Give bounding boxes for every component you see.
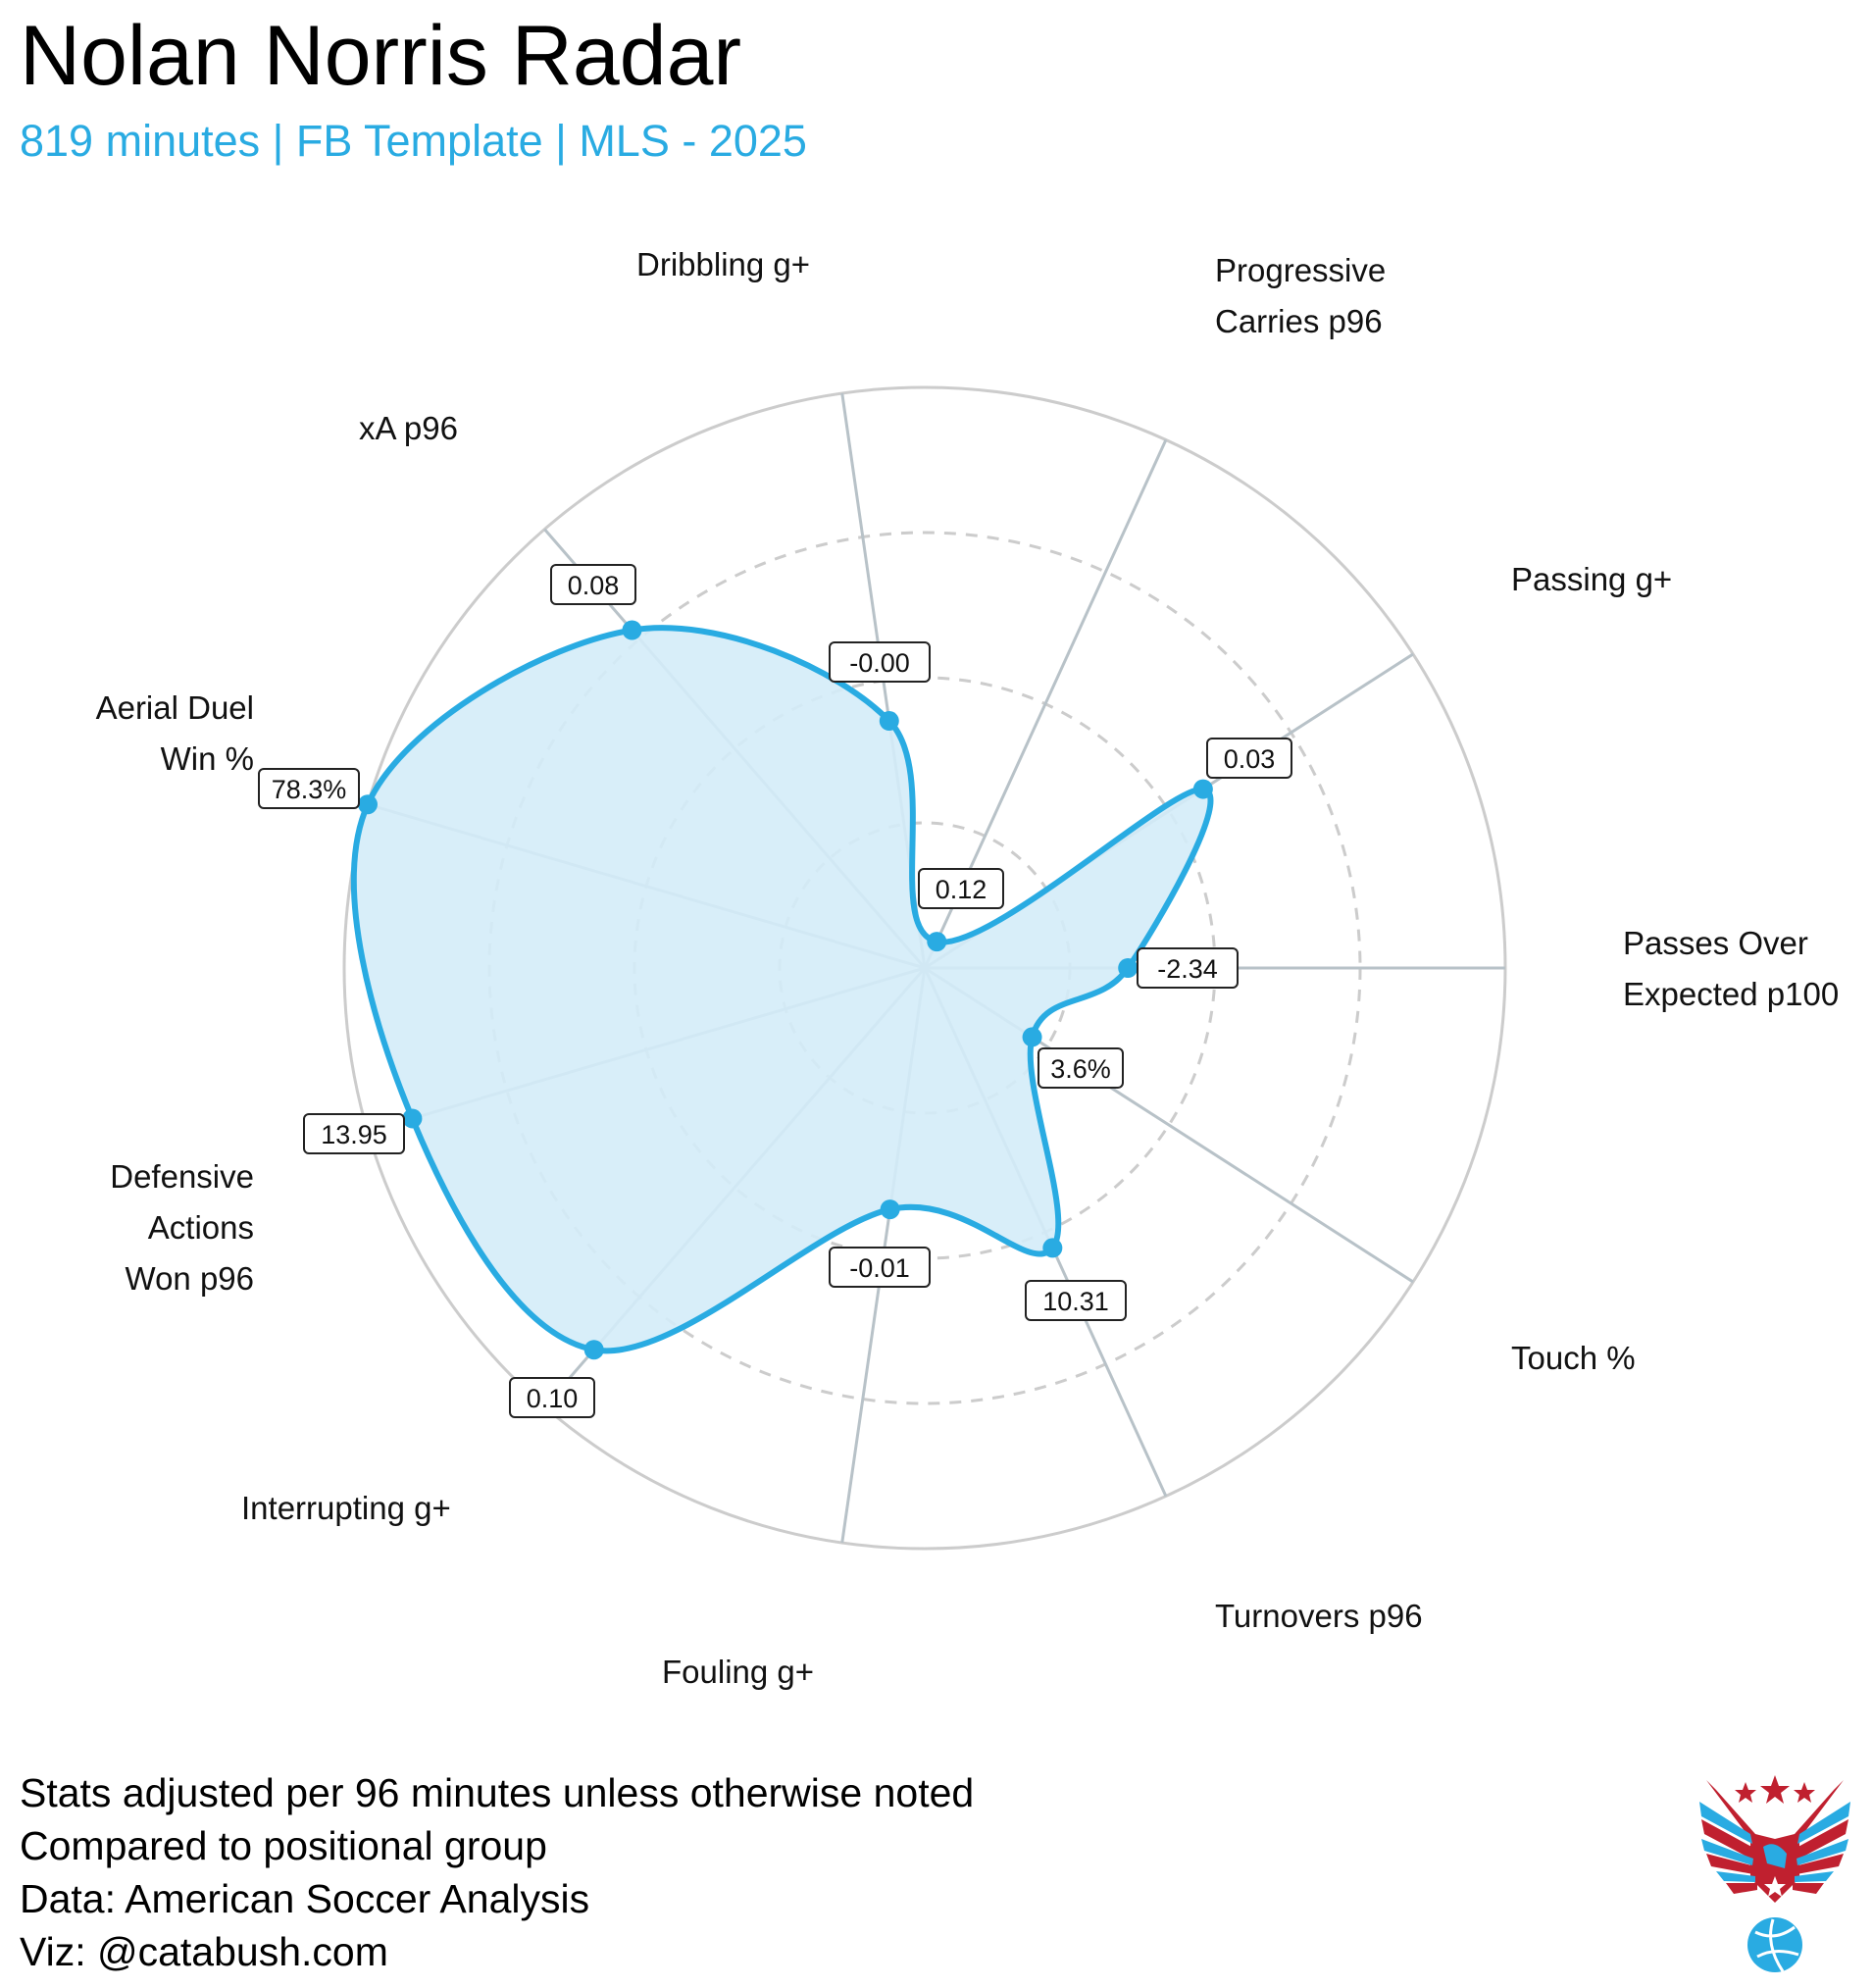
- value-label-box: [829, 641, 931, 683]
- axis-label: Defensive: [110, 1158, 254, 1195]
- value-label-box: [550, 564, 636, 605]
- value-label: 13.95: [321, 1120, 387, 1149]
- axis-label: Carries p96: [1215, 303, 1383, 339]
- footer-note-2: Compared to positional group: [20, 1823, 547, 1868]
- axis-label: Interrupting g+: [241, 1490, 451, 1526]
- axis-label: Expected p100: [1623, 976, 1839, 1012]
- axis-label: Fouling g+: [662, 1654, 814, 1690]
- axis-label: Progressive: [1215, 252, 1386, 288]
- axis-label: Touch %: [1511, 1340, 1636, 1376]
- value-label-box: [303, 1113, 405, 1154]
- radar-outline: [350, 625, 1214, 1354]
- value-label-box: [509, 1377, 595, 1418]
- data-point: [880, 1199, 900, 1220]
- data-point: [1042, 1238, 1063, 1258]
- axis-label: Win %: [161, 740, 254, 777]
- data-point: [583, 1340, 604, 1360]
- value-label-box: [1038, 1047, 1124, 1089]
- footer-note-3: Data: American Soccer Analysis: [20, 1876, 590, 1921]
- data-point: [879, 711, 899, 732]
- value-label: 3.6%: [1050, 1054, 1111, 1084]
- data-point: [402, 1108, 423, 1129]
- data-point: [1192, 779, 1213, 799]
- axis-label: Dribbling g+: [636, 246, 810, 282]
- axis-labels: Dribbling g+ Progressive Carries p96 Passin…: [96, 246, 1840, 1690]
- value-label: 0.10: [527, 1384, 579, 1413]
- chart-subtitle: 819 minutes | FB Template | MLS - 2025: [20, 116, 807, 166]
- data-point: [927, 932, 947, 952]
- footer-note-1: Stats adjusted per 96 minutes unless oth…: [20, 1770, 975, 1815]
- radar-area: [353, 628, 1211, 1351]
- value-label: 0.08: [568, 571, 620, 600]
- logo-eagle-icon: [1699, 1775, 1850, 1972]
- chart-title: Nolan Norris Radar: [20, 9, 742, 103]
- axis-label: Aerial Duel: [96, 689, 254, 726]
- axis-label: Passing g+: [1511, 561, 1672, 597]
- value-label-box: [918, 868, 1004, 909]
- radar-chart: Dribbling g+ Progressive Carries p96 Passin…: [96, 246, 1840, 1690]
- axis-label: Actions: [148, 1209, 254, 1246]
- data-point: [1022, 1027, 1042, 1047]
- value-label: -2.34: [1157, 954, 1218, 984]
- value-label-box: [258, 768, 360, 809]
- value-label-box: [829, 1247, 931, 1288]
- footer-credit: Viz: @catabush.com: [20, 1929, 388, 1974]
- value-label: -0.00: [849, 648, 910, 678]
- data-point: [1118, 957, 1139, 978]
- value-labels: -0.00 0.12 0.03 -2.34 3.6% 10.31 -0.01 0.10 13.9…: [258, 564, 1292, 1418]
- value-label: 78.3%: [272, 775, 347, 804]
- axis-label: Turnovers p96: [1215, 1598, 1423, 1634]
- value-label: 10.31: [1042, 1287, 1109, 1316]
- radar-shape: [350, 620, 1214, 1360]
- data-point: [357, 794, 378, 815]
- axis-label: Won p96: [126, 1260, 254, 1297]
- value-label-box: [1206, 738, 1292, 779]
- value-label-box: [1025, 1280, 1127, 1321]
- value-label: 0.12: [936, 875, 987, 904]
- value-label: -0.01: [849, 1253, 910, 1283]
- axis-label: xA p96: [359, 410, 458, 446]
- value-label: 0.03: [1224, 744, 1276, 774]
- value-label-box: [1137, 947, 1239, 989]
- data-point: [622, 620, 642, 640]
- axis-label: Passes Over: [1623, 925, 1808, 961]
